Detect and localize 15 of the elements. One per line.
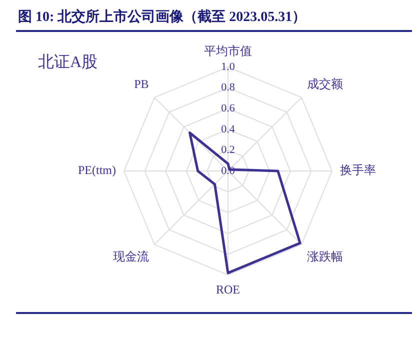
spoke-label: 现金流	[112, 250, 149, 264]
spoke-label: 涨跌幅	[307, 250, 344, 264]
spoke-label: 平均市值	[204, 44, 252, 58]
y-tick-label: 0.4	[221, 123, 236, 136]
spoke-label: PB	[134, 76, 149, 91]
spoke-label: 换手率	[340, 163, 376, 178]
y-tick-label: 0.8	[221, 82, 236, 94]
chart-title: 图 10: 北交所上市公司画像（截至 2023.05.31）	[18, 8, 306, 26]
spoke-label: PE(ttm)	[78, 163, 116, 178]
y-tick-label: 0.6	[221, 102, 236, 114]
y-tick-label: 0.2	[221, 144, 235, 156]
y-tick-label: 1.0	[221, 60, 236, 73]
text: 北证A股	[38, 52, 98, 73]
spoke-label: ROE	[216, 282, 240, 296]
spoke-label: 成交额	[307, 76, 344, 91]
